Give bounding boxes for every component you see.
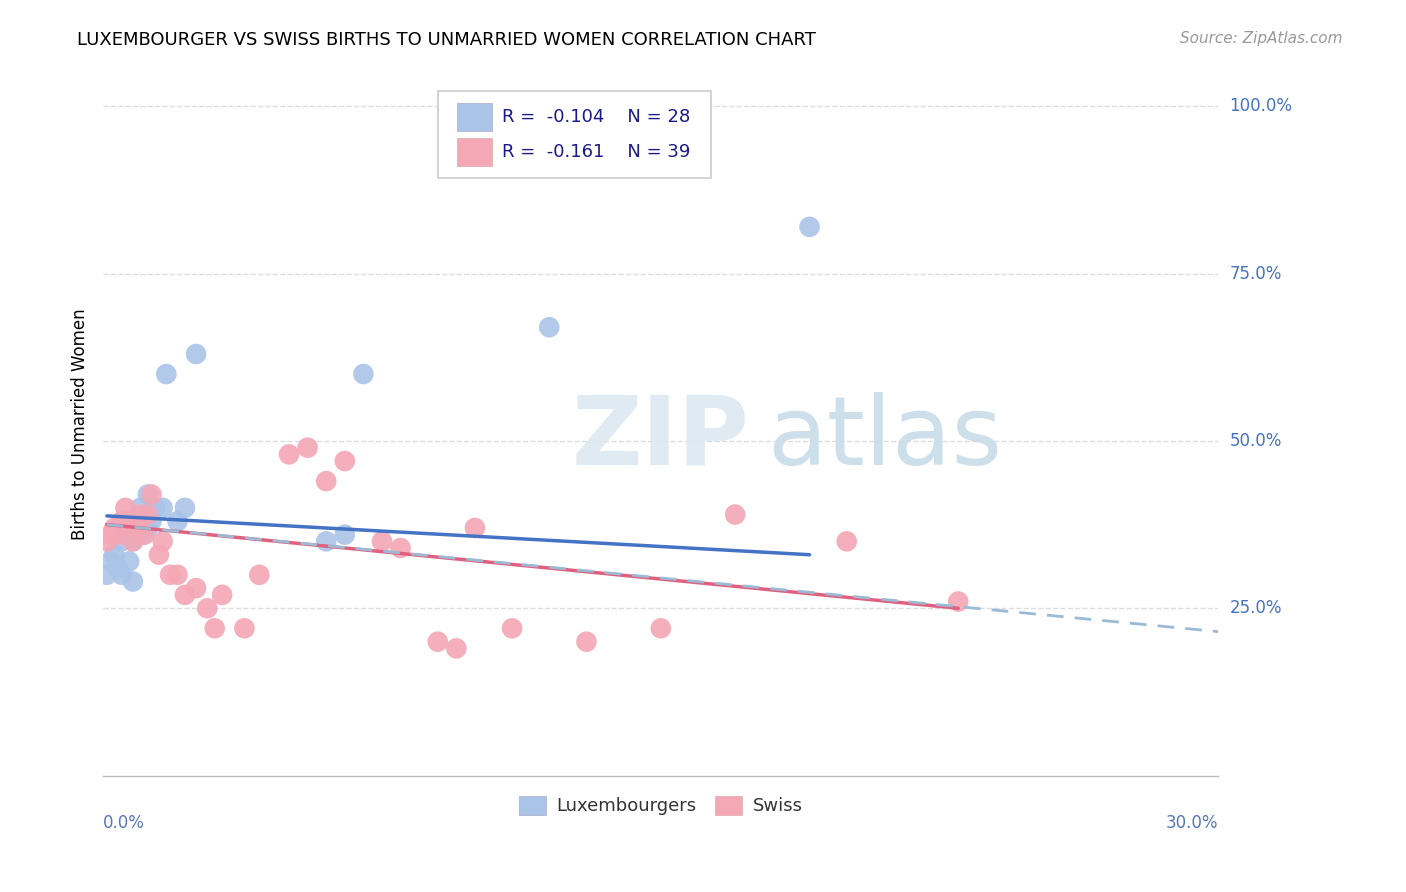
Point — [371, 534, 394, 549]
Point — [315, 474, 337, 488]
Legend: Luxembourgers, Swiss: Luxembourgers, Swiss — [512, 789, 810, 822]
Point — [315, 534, 337, 549]
Point — [195, 601, 218, 615]
Point — [148, 548, 170, 562]
Point — [352, 367, 374, 381]
Point — [152, 534, 174, 549]
Text: 25.0%: 25.0% — [1230, 599, 1282, 617]
Text: Source: ZipAtlas.com: Source: ZipAtlas.com — [1180, 31, 1343, 46]
Point — [155, 367, 177, 381]
Point — [333, 454, 356, 468]
FancyBboxPatch shape — [457, 138, 492, 167]
Point — [184, 581, 207, 595]
Point — [111, 514, 134, 528]
Point — [835, 534, 858, 549]
Text: 50.0%: 50.0% — [1230, 432, 1282, 450]
Point — [125, 521, 148, 535]
Point — [114, 521, 136, 535]
Point — [166, 514, 188, 528]
Point — [152, 500, 174, 515]
Y-axis label: Births to Unmarried Women: Births to Unmarried Women — [72, 309, 89, 540]
Point — [575, 634, 598, 648]
Point — [132, 527, 155, 541]
Point — [143, 500, 166, 515]
Point — [166, 567, 188, 582]
Point — [247, 567, 270, 582]
Point — [948, 594, 970, 608]
Point — [174, 500, 197, 515]
Text: R =  -0.104    N = 28: R = -0.104 N = 28 — [502, 108, 690, 127]
Point — [136, 521, 159, 535]
Point — [650, 621, 672, 635]
Point — [122, 574, 145, 589]
Text: 0.0%: 0.0% — [103, 814, 145, 832]
Text: ZIP: ZIP — [572, 392, 749, 484]
Point — [159, 567, 181, 582]
Point — [118, 514, 141, 528]
Point — [297, 441, 319, 455]
Point — [136, 508, 159, 522]
Point — [129, 500, 152, 515]
Point — [724, 508, 747, 522]
Point — [96, 534, 118, 549]
Text: R =  -0.161    N = 39: R = -0.161 N = 39 — [502, 144, 690, 161]
Text: 100.0%: 100.0% — [1230, 97, 1292, 115]
Text: LUXEMBOURGER VS SWISS BIRTHS TO UNMARRIED WOMEN CORRELATION CHART: LUXEMBOURGER VS SWISS BIRTHS TO UNMARRIE… — [77, 31, 817, 49]
Point — [799, 219, 821, 234]
Point — [141, 487, 163, 501]
Text: 30.0%: 30.0% — [1166, 814, 1219, 832]
Point — [111, 567, 134, 582]
Point — [174, 588, 197, 602]
Point — [107, 561, 129, 575]
Point — [100, 554, 122, 568]
Text: atlas: atlas — [766, 392, 1002, 484]
Point — [211, 588, 233, 602]
Point — [132, 527, 155, 541]
Point — [233, 621, 256, 635]
Point — [122, 534, 145, 549]
Point — [129, 508, 152, 522]
Point — [389, 541, 412, 555]
Text: 75.0%: 75.0% — [1230, 265, 1282, 283]
Point — [96, 567, 118, 582]
Point — [103, 521, 125, 535]
Point — [141, 514, 163, 528]
Point — [114, 500, 136, 515]
Point — [118, 514, 141, 528]
Point — [333, 527, 356, 541]
Point — [446, 641, 468, 656]
Point — [464, 521, 486, 535]
Point — [204, 621, 226, 635]
Point — [100, 527, 122, 541]
Point — [118, 554, 141, 568]
FancyBboxPatch shape — [437, 91, 711, 178]
Point — [501, 621, 523, 635]
Point — [538, 320, 561, 334]
Point — [184, 347, 207, 361]
Point — [111, 534, 134, 549]
Point — [136, 487, 159, 501]
Point — [122, 534, 145, 549]
Point — [278, 447, 301, 461]
Point — [103, 548, 125, 562]
FancyBboxPatch shape — [457, 103, 492, 131]
Point — [107, 527, 129, 541]
Point — [125, 521, 148, 535]
Point — [426, 634, 449, 648]
